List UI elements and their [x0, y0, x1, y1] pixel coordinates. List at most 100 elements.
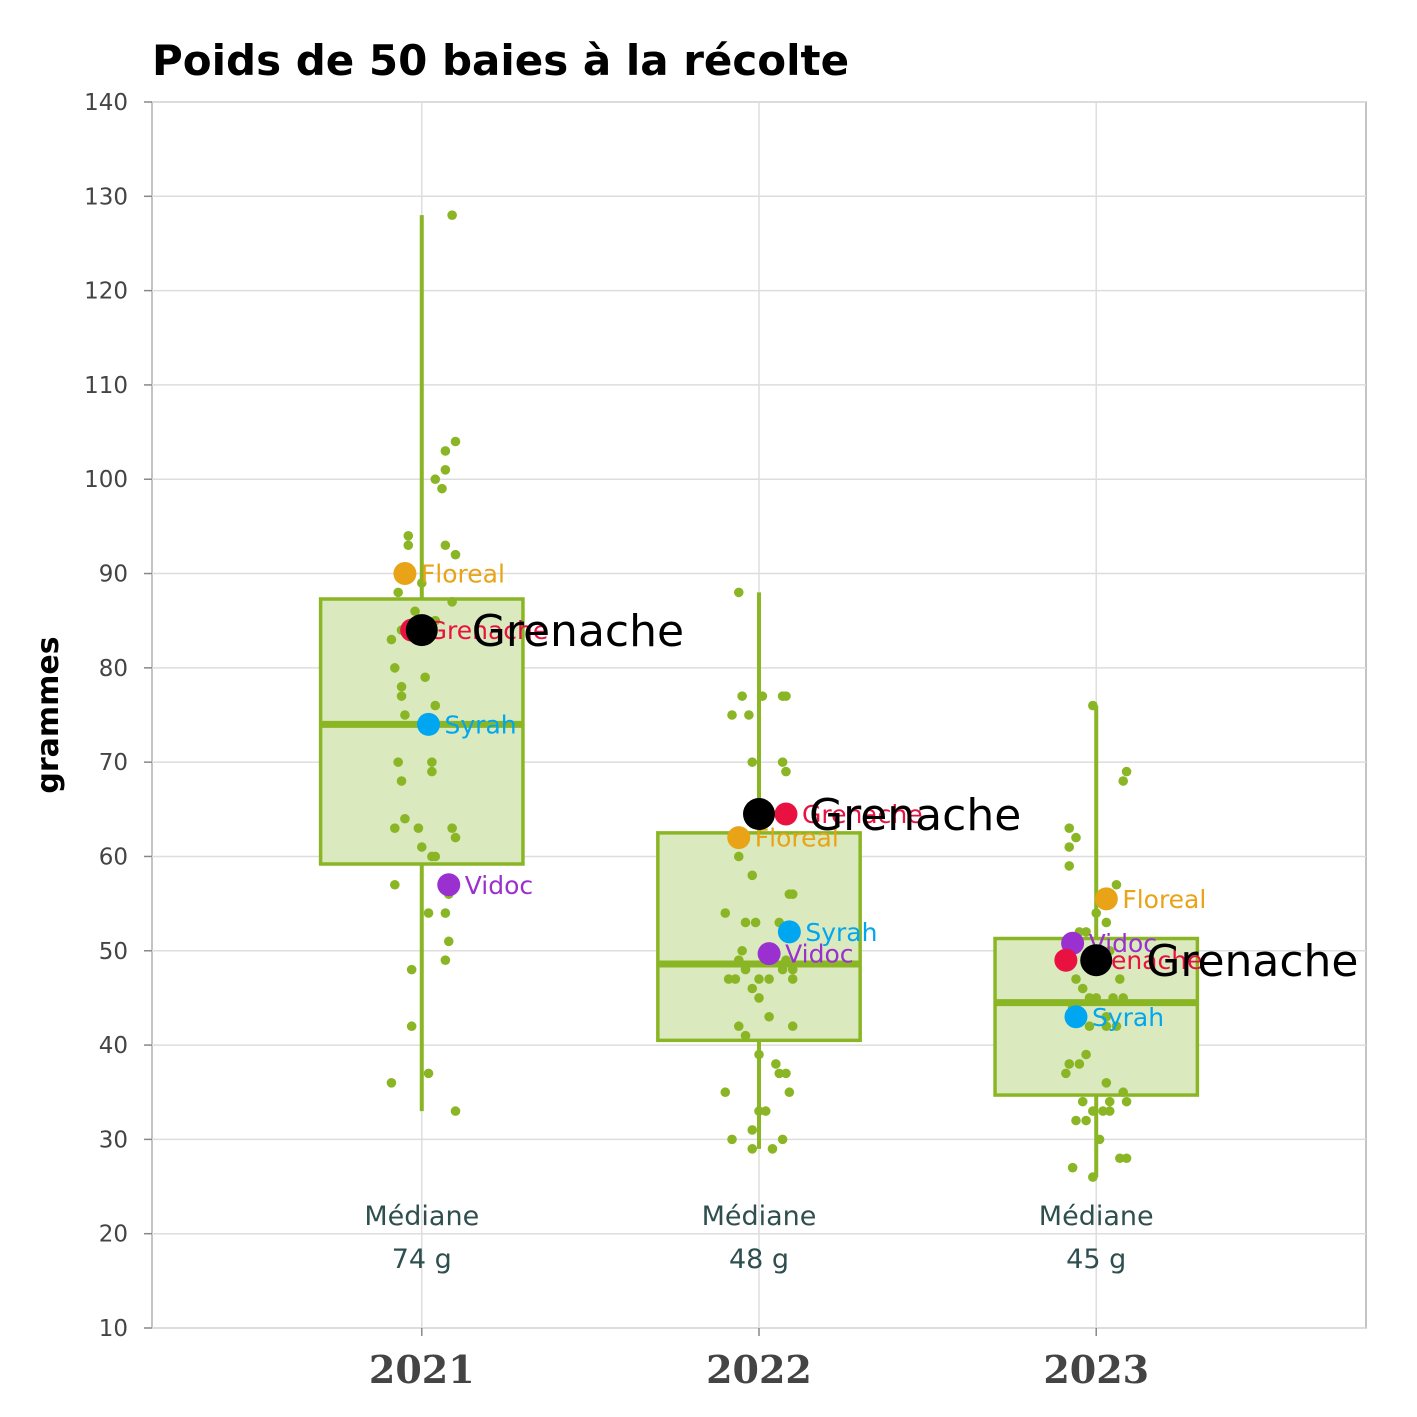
jitter-point: [1101, 1078, 1112, 1088]
named-point-label: Grenache: [428, 616, 549, 645]
jitter-point: [747, 870, 758, 881]
named-point-label: Vidoc: [785, 940, 853, 969]
named-point-label: Syrah: [1092, 1003, 1164, 1032]
jitter-point: [420, 672, 430, 683]
jitter-point: [764, 974, 774, 984]
y-tick-label: 40: [99, 1033, 128, 1059]
highlight-point: [405, 614, 438, 647]
jitter-point: [403, 531, 414, 541]
jitter-point: [787, 974, 798, 984]
jitter-point: [416, 842, 427, 852]
jitter-point: [754, 1049, 764, 1060]
jitter-point: [750, 917, 761, 928]
named-variety-points: FlorealGrenacheSyrahVidocGrenacheGrenach…: [393, 560, 1359, 1032]
jitter-point: [764, 1011, 774, 1022]
median-annotation-title: Médiane: [364, 1201, 479, 1232]
median-annotation-value: 48 g: [729, 1244, 789, 1275]
jitter-point: [747, 983, 758, 994]
jitter-point: [1091, 993, 1102, 1003]
jitter-point: [1101, 1021, 1112, 1032]
jitter-point: [1064, 842, 1075, 852]
y-tick-label: 60: [99, 844, 128, 870]
jitter-point: [410, 606, 420, 617]
highlight-label: Grenache: [472, 606, 684, 657]
jitter-point: [1115, 974, 1125, 984]
jitter-point: [443, 936, 454, 947]
median-annotation-title: Médiane: [702, 1201, 817, 1232]
named-point: [757, 942, 781, 966]
named-point-label: Floreal: [1122, 885, 1206, 914]
jitter-point: [1077, 983, 1088, 994]
named-point-label: Syrah: [805, 918, 877, 947]
jitter-point: [1111, 879, 1122, 890]
jitter-point: [393, 757, 403, 767]
jitter-point: [1104, 1106, 1115, 1116]
jitter-point: [1064, 861, 1075, 871]
jitter-point: [416, 578, 427, 588]
named-point-label: Floreal: [755, 824, 839, 853]
jitter-point: [390, 879, 400, 890]
jitter-point: [450, 549, 461, 560]
jitter-point: [1091, 908, 1102, 918]
jitter-point: [777, 757, 788, 767]
highlight-point: [1080, 944, 1113, 977]
jitter-point: [1071, 1115, 1081, 1126]
chart-title: Poids de 50 baies à la récolte: [152, 36, 849, 85]
x-tick-label: 2022: [706, 1347, 812, 1392]
median-annotation-value: 74 g: [392, 1244, 452, 1275]
highlight-label: Grenache: [1146, 936, 1358, 987]
named-point: [1094, 887, 1118, 911]
jitter-point: [396, 691, 407, 701]
named-point: [1054, 948, 1078, 972]
jitter-point: [744, 710, 754, 720]
jitter-point: [777, 1134, 788, 1145]
jitter-point: [437, 483, 447, 494]
jitter-point: [727, 710, 737, 720]
jitter-point: [447, 823, 457, 833]
jitter-point: [760, 1106, 771, 1116]
jitter-point: [740, 1030, 751, 1041]
named-point: [437, 873, 461, 897]
jitter-point: [720, 1087, 731, 1098]
jitter-point: [1064, 823, 1075, 833]
median-annotation-value: 45 g: [1066, 1244, 1126, 1275]
jitter-point: [393, 587, 403, 598]
x-tick-label: 2023: [1043, 1347, 1149, 1392]
y-tick-label: 110: [84, 373, 128, 399]
jitter-point: [781, 1068, 791, 1079]
jitter-point: [781, 691, 791, 701]
jitter-point: [771, 1059, 781, 1069]
jitter-point: [1071, 832, 1081, 843]
jitter-point: [740, 917, 751, 928]
y-tick-label: 130: [84, 184, 128, 210]
jitter-point: [396, 776, 407, 786]
jitter-point: [1108, 993, 1118, 1003]
jitter-point: [1121, 1096, 1132, 1107]
jitter-point: [447, 210, 457, 220]
jitter-point: [390, 823, 400, 833]
jitter-point: [413, 823, 424, 833]
jitter-point: [1077, 1096, 1088, 1107]
jitter-point: [406, 1021, 417, 1032]
jitter-point: [400, 813, 410, 824]
jitter-point: [733, 955, 744, 965]
named-point-label: Vidoc: [465, 871, 533, 900]
y-tick-label: 100: [84, 467, 128, 493]
jitter-point: [1121, 1153, 1132, 1164]
y-tick-label: 70: [99, 750, 128, 776]
median-annotation-title: Médiane: [1039, 1201, 1154, 1232]
jitter-point: [1094, 1134, 1105, 1145]
jitter-point: [1118, 776, 1128, 786]
named-point-label: Floreal: [421, 560, 505, 589]
highlight-label: Grenache: [809, 790, 1021, 841]
jitter-point: [1104, 1096, 1115, 1107]
jitter-point: [400, 710, 410, 720]
named-point: [774, 802, 798, 826]
jitter-point: [427, 766, 437, 777]
y-tick-label: 120: [84, 279, 128, 305]
jitter-point: [1064, 1059, 1075, 1069]
named-point: [1064, 1005, 1088, 1029]
y-tick-label: 90: [99, 562, 128, 588]
jitter-point: [720, 908, 731, 918]
named-point: [777, 920, 801, 944]
